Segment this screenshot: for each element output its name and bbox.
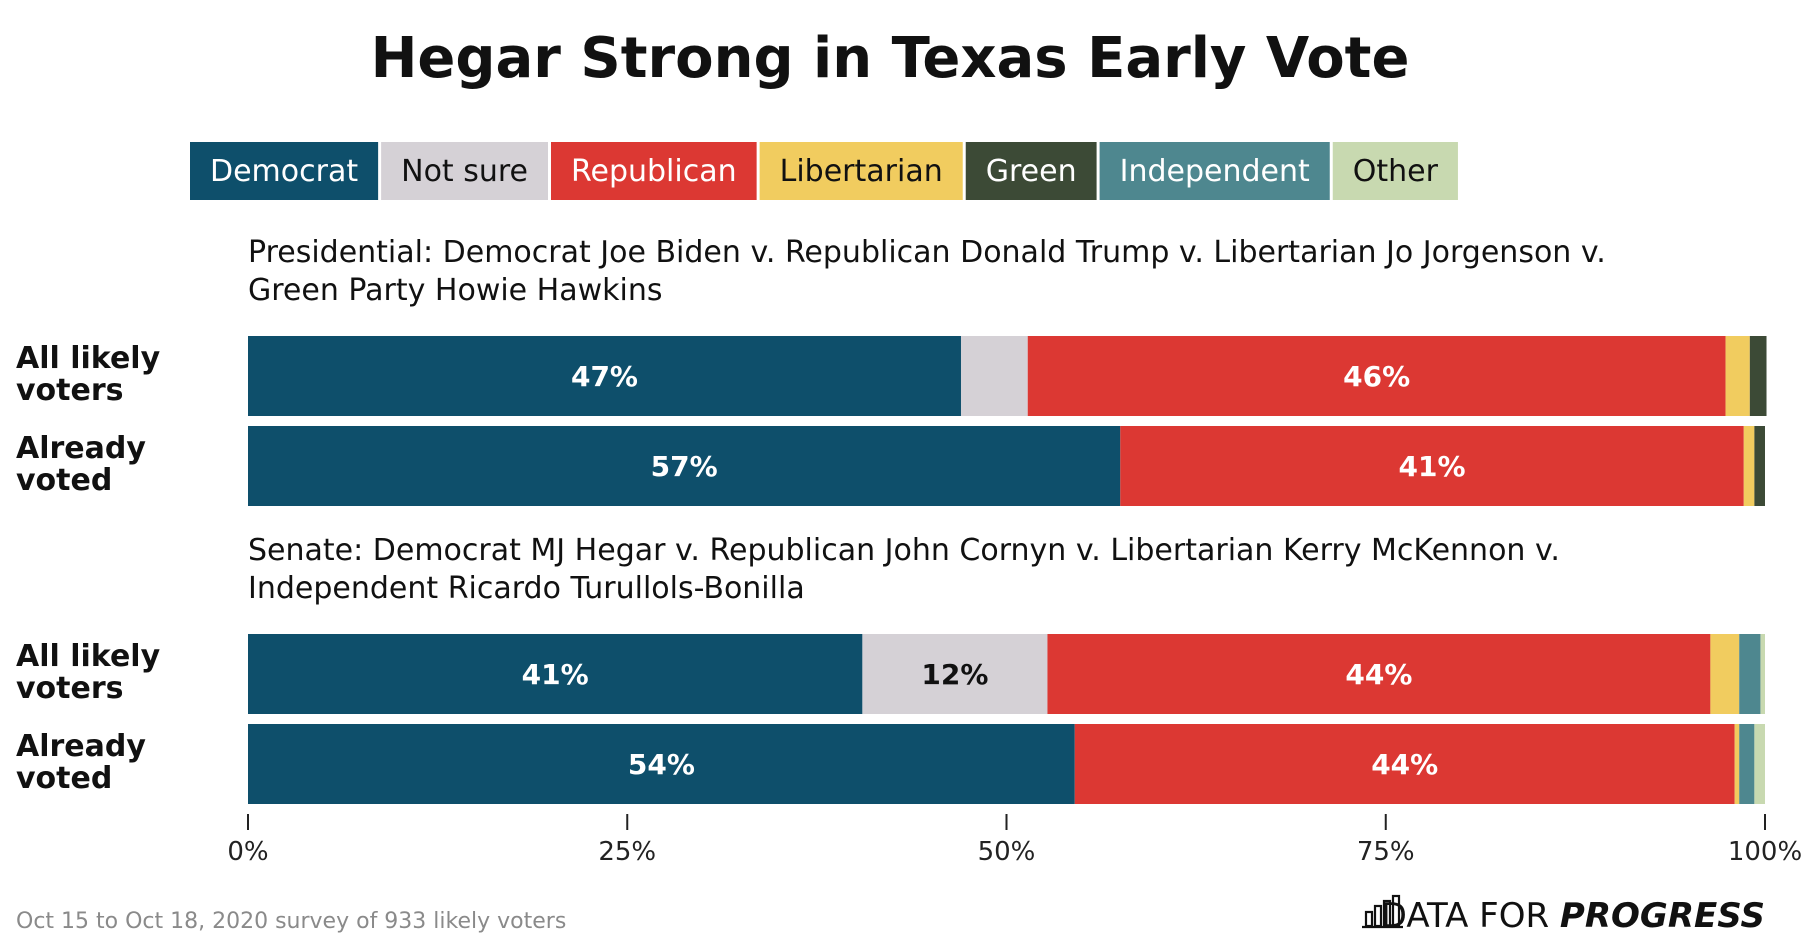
x-tick-label: 50% <box>978 837 1036 867</box>
panel-title-line: Senate: Democrat MJ Hegar v. Republican … <box>248 533 1560 568</box>
brand-logo: DATA FOR PROGRESS <box>1362 894 1765 936</box>
row-label-line: Already <box>16 431 146 466</box>
legend-label: Other <box>1353 154 1439 189</box>
bar-segment-green <box>1754 426 1765 506</box>
legend-swatch <box>1332 142 1458 200</box>
legend-swatch <box>759 142 963 200</box>
legend-swatch <box>190 142 379 200</box>
x-tick-label: 25% <box>598 837 656 867</box>
legend-label: Independent <box>1120 154 1310 189</box>
legend-item-libertarian: Libertarian <box>759 142 963 200</box>
bar-segment-green <box>1749 336 1767 416</box>
legend-label: Not sure <box>401 154 528 189</box>
row-label-line: voted <box>16 761 112 796</box>
legend-label: Libertarian <box>780 154 943 189</box>
bar-segment-democrat <box>248 634 863 714</box>
row-label-line: All likely <box>16 341 161 376</box>
data-label: 44% <box>1371 748 1438 781</box>
bar-segment-not-sure <box>862 634 1048 714</box>
x-tick-label: 75% <box>1357 837 1415 867</box>
panel-2: Senate: Democrat MJ Hegar v. Republican … <box>16 533 1765 804</box>
row-label-line: voters <box>16 373 124 408</box>
panel-title-line: Independent Ricardo Turullols-Bonilla <box>248 571 805 606</box>
legend-label: Republican <box>571 154 737 189</box>
legend-item-green: Green <box>965 142 1097 200</box>
bar-segment-independent <box>1739 634 1761 714</box>
bar-chart-logo-icon <box>1362 894 1403 929</box>
data-label: 57% <box>651 450 718 483</box>
legend-swatch <box>381 142 548 200</box>
legend-item-independent: Independent <box>1099 142 1330 200</box>
row-label-line: Already <box>16 729 146 764</box>
bar-segment-democrat <box>248 426 1121 506</box>
panel-title-line: Green Party Howie Hawkins <box>248 273 663 308</box>
x-axis: 0% 25% 50% 75% 100% <box>227 814 1802 867</box>
row-label-line: voted <box>16 463 112 498</box>
data-label: 44% <box>1345 658 1412 691</box>
bar-segment-republican <box>1120 426 1744 506</box>
brand-wordmark: DATA FOR PROGRESS <box>1381 896 1765 936</box>
bar-segment-other <box>1760 634 1765 714</box>
bar-segment-republican <box>1027 336 1726 416</box>
bar-segment-democrat <box>248 724 1075 804</box>
legend-item-republican: Republican <box>551 142 757 200</box>
bar-segment-independent <box>1739 724 1755 804</box>
bar-segment-democrat <box>248 336 961 416</box>
brand-text-regular: DATA FOR <box>1381 896 1560 936</box>
legend: Democrat Not sure Republican Libertarian Gre… <box>190 142 1458 200</box>
data-label: 12% <box>921 658 988 691</box>
data-label: 47% <box>571 360 638 393</box>
legend-swatch <box>551 142 757 200</box>
legend-item-other: Other <box>1332 142 1458 200</box>
brand-text-bold: PROGRESS <box>1560 896 1765 936</box>
bar-segment-libertarian <box>1710 634 1740 714</box>
footnote: Oct 15 to Oct 18, 2020 survey of 933 lik… <box>16 909 566 934</box>
row-label-line: All likely <box>16 639 161 674</box>
bar-segment-republican <box>1047 634 1711 714</box>
data-label: 46% <box>1343 360 1410 393</box>
legend-swatch <box>965 142 1097 200</box>
legend-label: Democrat <box>210 154 358 189</box>
bar-segment-libertarian <box>1734 724 1740 804</box>
data-label: 54% <box>628 748 695 781</box>
chart-title: Hegar Strong in Texas Early Vote <box>371 26 1410 91</box>
panel-title-line: Presidential: Democrat Joe Biden v. Repu… <box>248 235 1606 270</box>
legend-label: Green <box>986 154 1077 189</box>
legend-item-not-sure: Not sure <box>381 142 548 200</box>
bar-segment-republican <box>1074 724 1735 804</box>
data-label: 41% <box>522 658 589 691</box>
x-tick-label: 100% <box>1728 837 1802 867</box>
x-tick-label: 0% <box>227 837 268 867</box>
legend-swatch <box>1099 142 1330 200</box>
bar-segment-libertarian <box>1725 336 1750 416</box>
bar-segment-not-sure <box>960 336 1028 416</box>
data-label: 41% <box>1399 450 1466 483</box>
row-label-line: voters <box>16 671 124 706</box>
bar-segment-other <box>1754 724 1765 804</box>
legend-item-democrat: Democrat <box>190 142 379 200</box>
bar-segment-libertarian <box>1743 426 1755 506</box>
chart-panels: Presidential: Democrat Joe Biden v. Repu… <box>16 235 1767 804</box>
panel-1: Presidential: Democrat Joe Biden v. Repu… <box>16 235 1767 506</box>
